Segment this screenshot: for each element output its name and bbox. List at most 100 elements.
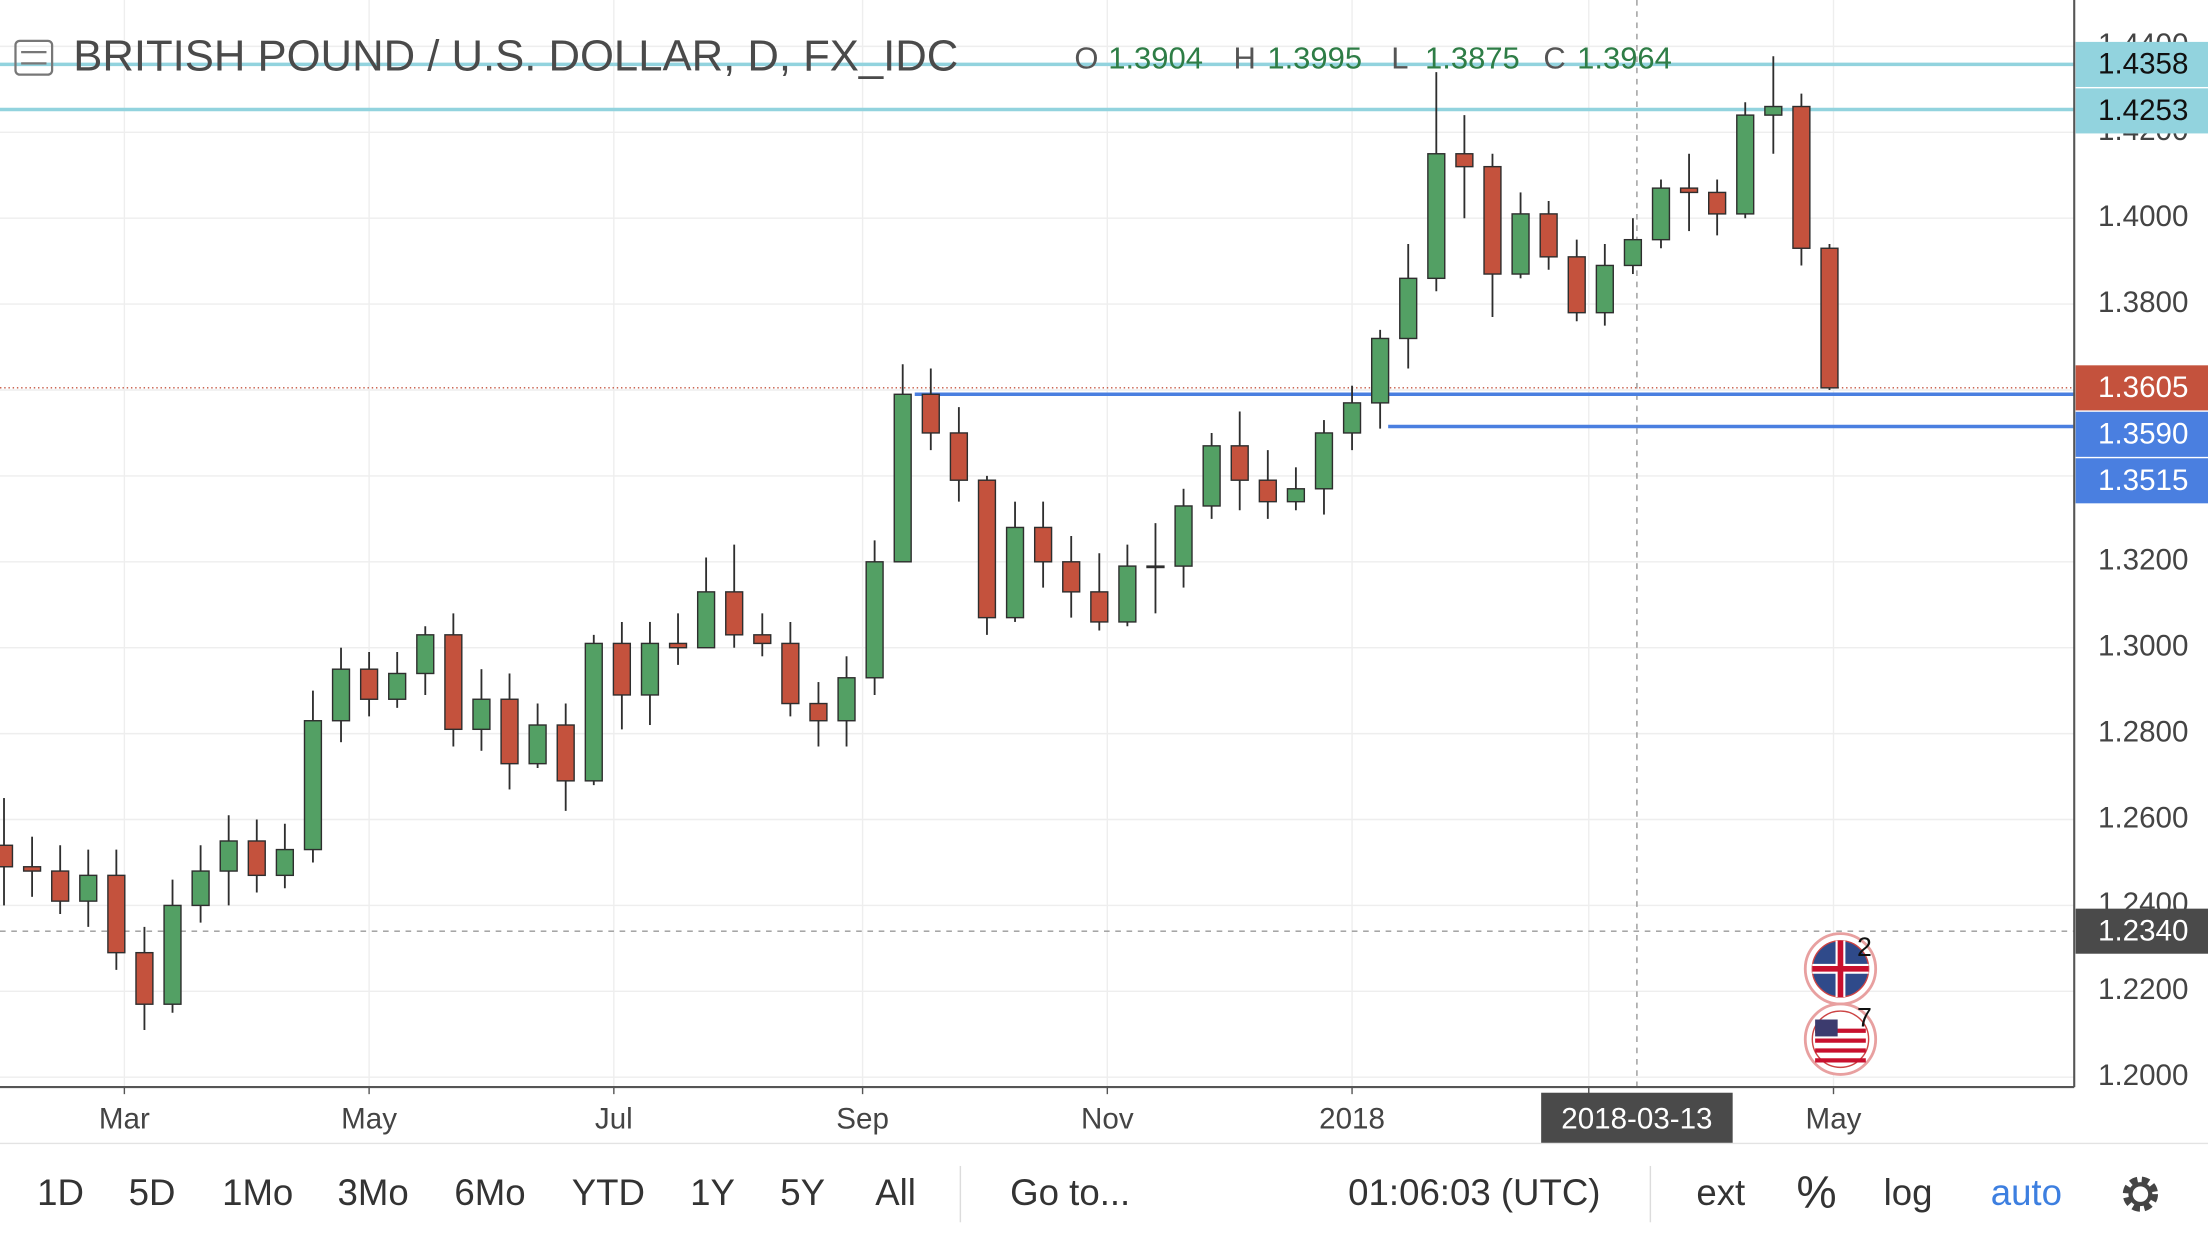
candle-body: [79, 874, 98, 902]
candle-body: [528, 724, 547, 765]
candle-body: [865, 561, 884, 679]
ohlc-key: O: [1074, 41, 1098, 76]
candle-body: [1427, 153, 1446, 280]
event-count: 2: [1857, 932, 1872, 962]
range-button[interactable]: 1Y: [690, 1172, 735, 1213]
option-button[interactable]: ext: [1696, 1172, 1745, 1213]
candle-body: [640, 642, 660, 696]
event-flag[interactable]: 7: [1803, 1003, 1878, 1076]
candle-body: [0, 844, 14, 868]
candle-body: [303, 720, 323, 851]
candle-body: [1595, 264, 1614, 314]
candle-body: [1707, 191, 1727, 215]
level-label: 1.4358: [2098, 48, 2188, 81]
crosshair-time-label: 2018-03-13: [1561, 1103, 1712, 1136]
flag-canton: [1815, 1019, 1838, 1037]
candle-body: [1455, 153, 1474, 168]
candle-body: [1258, 479, 1277, 503]
candle-body: [22, 866, 42, 872]
gear-teeth: [2122, 1176, 2159, 1212]
candle-body: [725, 591, 744, 636]
y-tick-label: 1.2600: [2098, 801, 2188, 834]
candle-body: [163, 904, 182, 1005]
candle-body: [1314, 432, 1334, 490]
candle-body: [949, 432, 969, 481]
candle-body: [809, 702, 828, 722]
candle-body: [107, 874, 126, 954]
menu-icon[interactable]: [14, 39, 54, 76]
ohlc-value: 1.3995: [1267, 41, 1362, 76]
candle-body: [1370, 337, 1390, 404]
chart-title: BRITISH POUND / U.S. DOLLAR, D, FX_IDC: [73, 32, 958, 81]
y-tick-label: 1.3200: [2098, 544, 2188, 577]
candle-body: [1792, 105, 1811, 249]
option-button[interactable]: auto: [1991, 1172, 2062, 1213]
x-tick-label: Nov: [1081, 1103, 1134, 1136]
y-tick-label: 1.3800: [2098, 286, 2188, 319]
candle-body: [1090, 591, 1109, 623]
candle-body: [1679, 187, 1699, 194]
crosshair-price-label-box: [2075, 908, 2208, 954]
clock: 01:06:03 (UTC): [1348, 1172, 1600, 1213]
range-button[interactable]: 1Mo: [222, 1172, 293, 1213]
candle-body: [1539, 213, 1558, 258]
x-tick-label: May: [341, 1103, 397, 1136]
candle-body: [1005, 526, 1025, 619]
candle-body: [556, 724, 575, 782]
candle-body: [1736, 114, 1755, 215]
level-label: 1.4253: [2098, 94, 2188, 127]
ohlc-value: 1.3964: [1577, 41, 1672, 76]
y-tick-label: 1.2000: [2098, 1059, 2188, 1092]
candle-body: [837, 677, 856, 722]
gear-ring: [2128, 1182, 2153, 1207]
range-button[interactable]: 5Y: [780, 1172, 825, 1213]
grid: [0, 0, 2075, 1088]
candle-body: [1146, 565, 1165, 569]
candle-body: [359, 668, 379, 700]
candle-body: [668, 642, 688, 649]
ohlc-value: 1.3904: [1108, 41, 1203, 76]
ohlc-value: 1.3875: [1425, 41, 1520, 76]
candle-body: [921, 393, 940, 434]
goto-button[interactable]: Go to...: [1010, 1172, 1130, 1213]
candle-body: [388, 672, 407, 700]
x-tick-label: 2018: [1319, 1103, 1385, 1136]
candle-body: [500, 698, 519, 765]
candle-body: [584, 642, 603, 782]
ohlc-key: H: [1234, 41, 1256, 76]
range-button[interactable]: All: [875, 1172, 916, 1213]
candle-body: [275, 848, 295, 877]
candle-body: [781, 642, 800, 705]
ohlc-key: C: [1543, 41, 1565, 76]
settings-icon[interactable]: [2122, 1176, 2159, 1212]
plot-area: [0, 0, 2075, 1088]
crosshair-time-box: [1541, 1092, 1733, 1144]
candle-body: [1230, 445, 1249, 481]
range-button[interactable]: 6Mo: [454, 1172, 525, 1213]
last-price-label: 1.3605: [2098, 371, 2188, 404]
candle-body: [1062, 561, 1081, 593]
x-tick-label: Sep: [836, 1103, 889, 1136]
candle-body: [1174, 505, 1193, 567]
crosshair-price-label: 1.2340: [2098, 914, 2188, 947]
level-label: 1.3515: [2098, 464, 2188, 497]
x-tick-label: Mar: [99, 1103, 150, 1136]
level-label: 1.3590: [2098, 418, 2188, 451]
range-button[interactable]: YTD: [572, 1172, 645, 1213]
candle-body: [1623, 238, 1643, 267]
y-tick-label: 1.4000: [2098, 200, 2188, 233]
option-button[interactable]: log: [1884, 1172, 1933, 1213]
range-button[interactable]: 1D: [37, 1172, 84, 1213]
candle-body: [1342, 402, 1362, 434]
range-button[interactable]: 5D: [129, 1172, 176, 1213]
option-button[interactable]: %: [1796, 1166, 1836, 1217]
candle-body: [247, 840, 266, 877]
range-button[interactable]: 3Mo: [338, 1172, 409, 1213]
candle-body: [1483, 165, 1502, 275]
y-tick-label: 1.2800: [2098, 715, 2188, 748]
event-flag[interactable]: 2: [1803, 932, 1878, 1006]
level-label-box: [2075, 41, 2208, 87]
candle-body: [1202, 445, 1221, 507]
candle-body: [135, 951, 154, 1005]
